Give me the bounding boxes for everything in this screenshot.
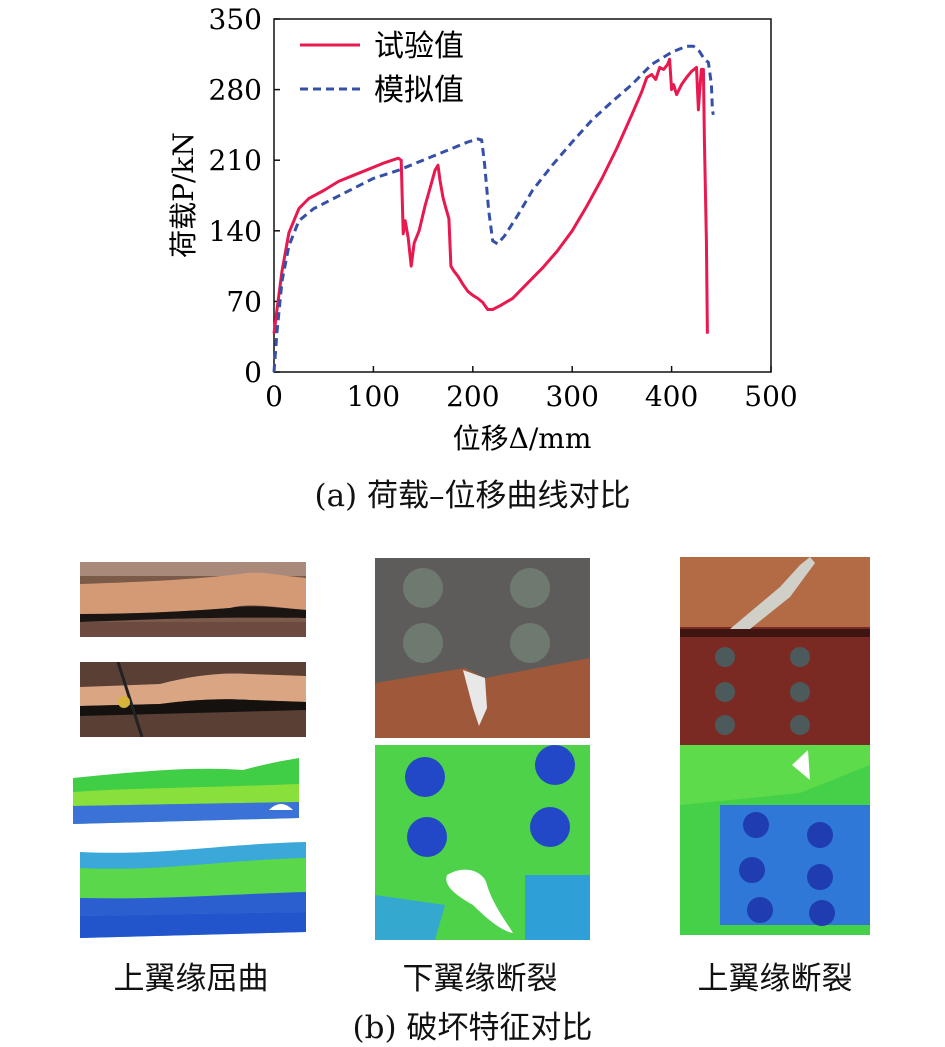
legend-label-2: 模拟值 — [374, 73, 464, 108]
x-tick-label: 500 — [744, 380, 797, 413]
photo-top-flange-buckling-2 — [80, 662, 306, 737]
y-tick-label: 70 — [226, 285, 262, 318]
caption-a: (a) 荷载–位移曲线对比 — [314, 478, 631, 514]
caption-b: (b) 破坏特征对比 — [352, 1010, 593, 1046]
panel-label-bottom-flange-fracture: 下翼缘断裂 — [402, 961, 558, 997]
x-axis-label: 位移Δ/mm — [453, 422, 592, 455]
legend-label-1: 试验值 — [374, 29, 464, 64]
fe-top-flange-fracture — [680, 745, 870, 935]
y-tick-label: 0 — [244, 356, 262, 389]
y-tick-label: 210 — [209, 144, 262, 177]
chart-series — [272, 44, 715, 373]
fe-top-flange-buckling-1 — [73, 758, 299, 830]
y-tick-label: 280 — [209, 74, 262, 107]
panel-label-top-flange-buckling: 上翼缘屈曲 — [113, 961, 269, 997]
photo-bottom-flange-fracture — [375, 558, 590, 738]
y-axis-label: 荷载P/kN — [167, 132, 200, 258]
fe-bottom-flange-fracture — [375, 745, 590, 940]
photo-top-flange-buckling-1 — [80, 562, 306, 637]
y-tick-label: 140 — [209, 215, 262, 248]
y-tick-label: 350 — [209, 3, 262, 36]
panel-label-top-flange-fracture: 上翼缘断裂 — [697, 961, 853, 997]
x-tick-label: 100 — [347, 380, 400, 413]
chart-axes: 0 100 200 300 400 500 0 70 140 210 280 350 — [209, 3, 798, 413]
x-tick-label: 200 — [446, 380, 499, 413]
plot-frame — [273, 18, 772, 373]
fe-top-flange-buckling-2 — [80, 842, 306, 938]
x-tick-label: 0 — [265, 380, 283, 413]
series-line-2 — [272, 44, 715, 373]
photo-top-flange-fracture — [680, 557, 870, 745]
x-tick-label: 400 — [645, 380, 698, 413]
series-line-1 — [272, 57, 709, 334]
x-tick-label: 300 — [545, 380, 598, 413]
